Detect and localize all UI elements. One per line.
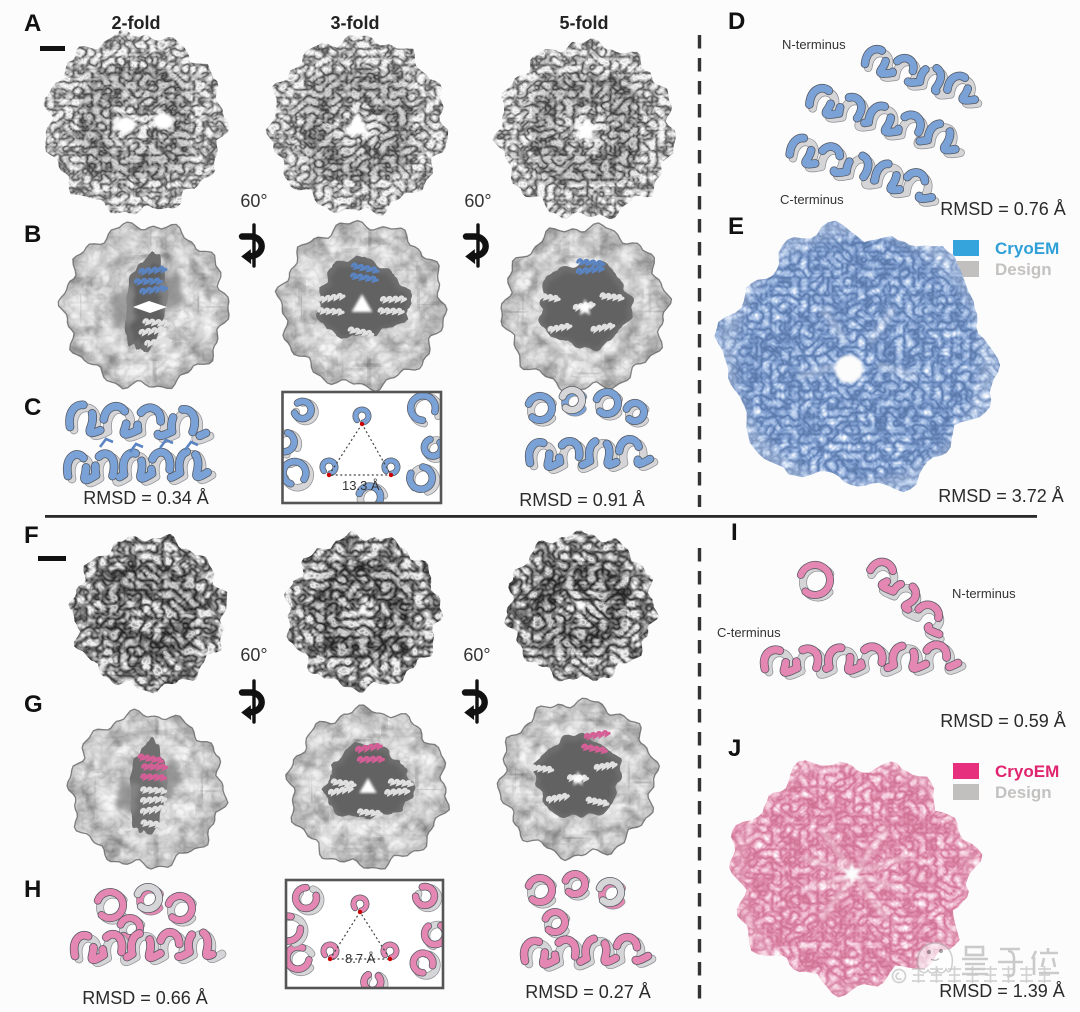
svg-text:B: B [24,221,41,248]
svg-text:H: H [24,876,41,903]
svg-text:RMSD = 0.76 Å: RMSD = 0.76 Å [940,199,1066,219]
svg-text:RMSD = 3.72 Å: RMSD = 3.72 Å [938,486,1064,506]
svg-text:I: I [731,519,738,546]
svg-text:RMSD = 0.91 Å: RMSD = 0.91 Å [519,490,645,510]
svg-text:60°: 60° [240,645,267,665]
svg-text:60°: 60° [463,645,490,665]
svg-text:CryoEM: CryoEM [995,239,1059,258]
svg-text:3-fold: 3-fold [331,13,380,33]
svg-text:G: G [24,691,43,718]
svg-text:Design: Design [995,260,1052,279]
svg-text:E: E [728,213,744,240]
svg-text:13.3 Å: 13.3 Å [342,478,380,493]
svg-text:60°: 60° [240,191,267,211]
svg-text:RMSD = 0.59 Å: RMSD = 0.59 Å [940,711,1066,731]
svg-text:8.7 Å: 8.7 Å [345,951,376,966]
svg-text:RMSD = 0.34 Å: RMSD = 0.34 Å [83,488,209,508]
svg-text:RMSD = 0.27 Å: RMSD = 0.27 Å [525,982,651,1002]
svg-text:RMSD = 0.66 Å: RMSD = 0.66 Å [82,988,208,1008]
svg-text:5-fold: 5-fold [560,13,609,33]
svg-text:N-terminus: N-terminus [782,37,846,52]
svg-text:RMSD = 1.39 Å: RMSD = 1.39 Å [939,981,1065,1001]
svg-text:D: D [728,8,745,35]
svg-text:Design: Design [995,783,1052,802]
svg-text:2-fold: 2-fold [112,13,161,33]
svg-text:CryoEM: CryoEM [995,762,1059,781]
svg-text:C: C [24,394,41,421]
svg-text:C-terminus: C-terminus [717,625,781,640]
svg-text:C-terminus: C-terminus [780,192,844,207]
svg-text:J: J [728,735,741,762]
svg-text:F: F [24,522,39,549]
svg-text:N-terminus: N-terminus [952,586,1016,601]
svg-text:60°: 60° [464,191,491,211]
svg-text:A: A [24,10,41,37]
